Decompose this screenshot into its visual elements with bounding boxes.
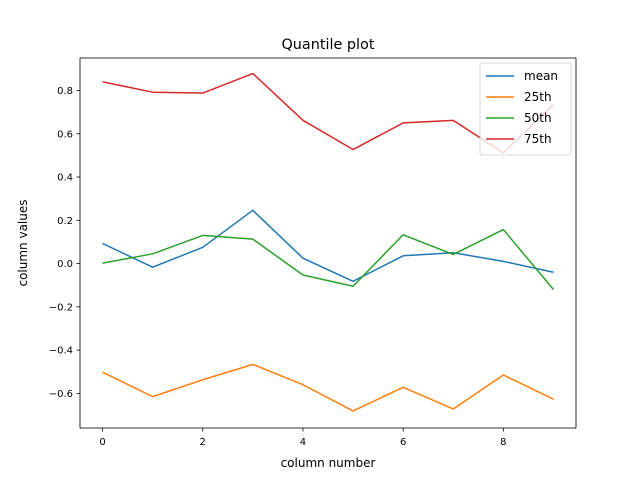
y-tick-label: 0.6 bbox=[57, 129, 73, 140]
y-tick-label: 0.8 bbox=[57, 86, 73, 97]
series-line-75th bbox=[102, 72, 554, 154]
legend-label-25th: 25th bbox=[524, 90, 552, 104]
y-tick-label: 0.4 bbox=[57, 173, 73, 184]
x-tick-label: 6 bbox=[400, 437, 406, 448]
legend-box bbox=[479, 62, 572, 156]
y-tick-label: −0.2 bbox=[49, 302, 73, 313]
x-tick-label: 2 bbox=[200, 437, 206, 448]
legend-label-50th: 50th bbox=[524, 111, 552, 125]
y-axis-label: column values bbox=[16, 199, 30, 286]
y-tick-label: −0.4 bbox=[49, 346, 73, 357]
y-tick-label: 0.0 bbox=[57, 259, 73, 270]
series-line-50th bbox=[102, 228, 555, 291]
x-tick-label: 4 bbox=[300, 437, 306, 448]
series-line-mean bbox=[102, 209, 554, 283]
x-tick-label: 8 bbox=[500, 437, 506, 448]
legend: mean 25th 50th 75th bbox=[479, 62, 572, 156]
y-axis-ticks: −0.6 −0.4 −0.2 0.0 0.2 0.4 0.6 0.8 bbox=[49, 86, 80, 400]
x-tick-label: 0 bbox=[99, 437, 105, 448]
legend-label-mean: mean bbox=[524, 69, 558, 83]
x-axis-label: column number bbox=[281, 456, 376, 470]
series-line-25th bbox=[102, 363, 554, 412]
y-tick-label: 0.2 bbox=[57, 216, 73, 227]
plot-frame bbox=[79, 57, 577, 429]
y-tick-label: −0.6 bbox=[49, 389, 73, 400]
chart-title: Quantile plot bbox=[281, 37, 374, 53]
x-axis-ticks: 0 2 4 6 8 bbox=[99, 428, 507, 448]
legend-label-75th: 75th bbox=[524, 132, 552, 146]
series-lines bbox=[102, 72, 555, 412]
